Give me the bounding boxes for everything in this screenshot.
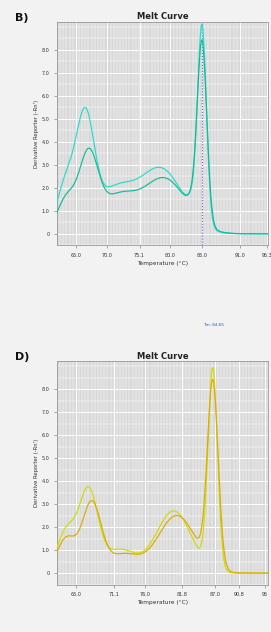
- Title: Melt Curve: Melt Curve: [137, 351, 188, 361]
- Y-axis label: Derivative Reporter (-Rn'): Derivative Reporter (-Rn'): [34, 439, 39, 507]
- Y-axis label: Derivative Reporter (-Rn'): Derivative Reporter (-Rn'): [34, 100, 39, 168]
- Title: Melt Curve: Melt Curve: [137, 13, 188, 21]
- X-axis label: Temperature (°C): Temperature (°C): [137, 600, 188, 605]
- Text: B): B): [15, 13, 28, 23]
- Text: Tm: 84.65: Tm: 84.65: [203, 324, 224, 327]
- Text: D): D): [15, 353, 29, 363]
- X-axis label: Temperature (°C): Temperature (°C): [137, 261, 188, 265]
